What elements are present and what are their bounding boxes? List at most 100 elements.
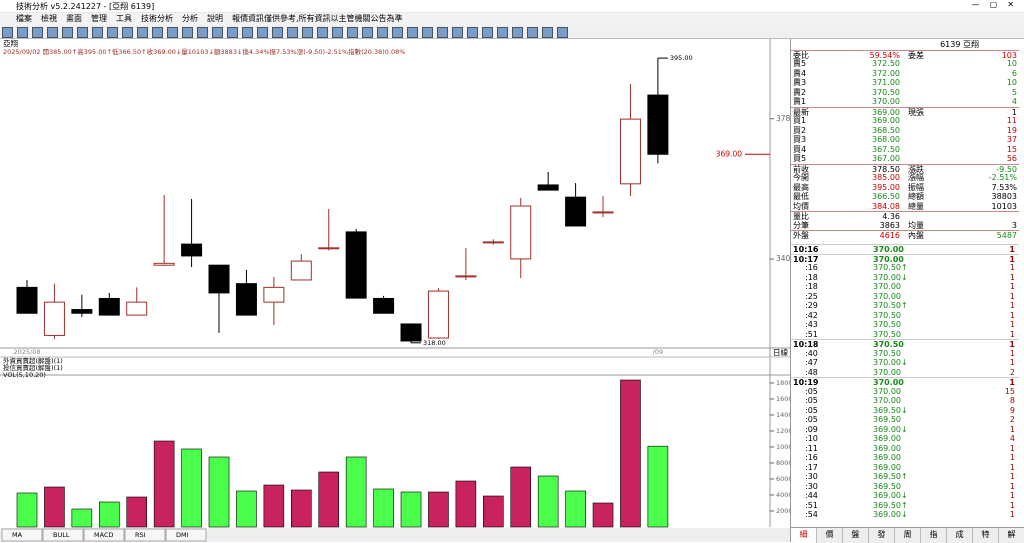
tool-button[interactable] xyxy=(512,27,523,38)
tab[interactable] xyxy=(1,528,43,542)
tool-button[interactable] xyxy=(557,27,568,38)
tool-button[interactable] xyxy=(542,27,553,38)
volume-bar xyxy=(71,508,93,528)
window-controls[interactable]: — ▢ ✕ xyxy=(971,0,1014,9)
tick-price: 369.00↓ xyxy=(873,424,908,434)
tool-button[interactable] xyxy=(242,27,253,38)
tool-button[interactable] xyxy=(377,27,388,38)
tick-time: :18 xyxy=(805,282,818,291)
candle-body xyxy=(427,290,449,339)
tool-button[interactable] xyxy=(467,27,478,38)
tick-time: 10:17 xyxy=(793,254,819,264)
side-tab[interactable]: 細 xyxy=(791,528,817,543)
tool-button[interactable] xyxy=(452,27,463,38)
menu-item[interactable]: 說明 xyxy=(207,14,223,23)
menu-item[interactable]: 工具 xyxy=(116,14,132,23)
quote-label: 買1 xyxy=(793,116,807,125)
tick-price: 369.00↓ xyxy=(873,491,908,500)
tool-button[interactable] xyxy=(422,27,433,38)
side-tab[interactable]: 成 xyxy=(947,528,973,543)
tool-button[interactable] xyxy=(167,27,178,38)
tool-button[interactable] xyxy=(482,27,493,38)
tool-button[interactable] xyxy=(62,27,73,38)
menu-item[interactable]: 管理 xyxy=(91,14,107,23)
quote-label: 漲跌 xyxy=(908,164,924,174)
side-tab[interactable]: 盤 xyxy=(843,528,869,543)
quote-title: 6139 亞翔 xyxy=(940,40,979,49)
tool-button[interactable] xyxy=(47,27,58,38)
quote-row: 最低 366.50 總額 38803 xyxy=(791,192,1019,202)
tool-button[interactable] xyxy=(287,27,298,38)
tool-button[interactable] xyxy=(407,27,418,38)
tick-price: 369.00 xyxy=(873,453,901,462)
tick-volume: 1 xyxy=(1009,424,1015,434)
side-tab[interactable]: 周 xyxy=(895,528,921,543)
menu-bar: 檔案 檢視 畫面 管理 工具 技術分析 分析 說明 報價資訊僅供參考,所有資訊以主管機關公告為準 xyxy=(0,13,1024,25)
quote-value: 369.00 xyxy=(872,116,900,125)
toolbar xyxy=(0,25,1024,39)
tool-button[interactable] xyxy=(332,27,343,38)
quote-value: -9.50 xyxy=(996,164,1017,174)
tool-button[interactable] xyxy=(347,27,358,38)
tick-row: :09 369.00↓ 1 xyxy=(791,425,1019,435)
menu-item[interactable]: 檔案 xyxy=(16,14,32,23)
volume-bar xyxy=(318,471,340,528)
menu-item[interactable]: 畫面 xyxy=(66,14,82,23)
quote-value: 5 xyxy=(1011,87,1017,97)
tool-button[interactable] xyxy=(437,27,448,38)
tick-time: :44 xyxy=(805,491,818,500)
tool-button[interactable] xyxy=(272,27,283,38)
tab[interactable] xyxy=(42,528,84,542)
tab[interactable] xyxy=(83,528,125,542)
volume-bar xyxy=(592,502,614,528)
tick-row: 10:16 370.00 1 xyxy=(791,244,1019,255)
quote-row: 買1 369.00 11 xyxy=(791,116,1019,126)
tool-button[interactable] xyxy=(212,27,223,38)
tool-button[interactable] xyxy=(2,27,13,38)
tick-price: 369.00 xyxy=(873,462,901,472)
volume-bar xyxy=(16,492,38,528)
tick-price: 370.00 xyxy=(873,367,901,377)
tool-button[interactable] xyxy=(227,27,238,38)
tick-row: :10 369.00 4 xyxy=(791,434,1019,444)
menu-item[interactable]: 分析 xyxy=(182,14,198,23)
tick-price: 370.00 xyxy=(873,386,901,396)
candle-body xyxy=(208,264,230,294)
tool-button[interactable] xyxy=(527,27,538,38)
tick-volume: 1 xyxy=(1009,254,1015,264)
tool-button[interactable] xyxy=(197,27,208,38)
side-tab[interactable]: 指 xyxy=(921,528,947,543)
tool-button[interactable] xyxy=(392,27,403,38)
quote-header: 6139 亞翔 xyxy=(791,40,1019,50)
volume-bar xyxy=(126,496,148,528)
candle-body xyxy=(43,301,65,336)
tool-button[interactable] xyxy=(92,27,103,38)
tick-row: :11 369.00 1 xyxy=(791,444,1019,454)
tool-button[interactable] xyxy=(107,27,118,38)
tool-button[interactable] xyxy=(137,27,148,38)
chart-subtitle: 2025/09/02 開385.00↑高395.00↑低366.50↑收369.… xyxy=(3,47,405,56)
menu-item[interactable]: 檢視 xyxy=(41,14,57,23)
side-tab[interactable]: 解 xyxy=(999,528,1024,543)
tool-button[interactable] xyxy=(152,27,163,38)
tool-button[interactable] xyxy=(302,27,313,38)
side-tab[interactable]: 特 xyxy=(973,528,999,543)
side-tab[interactable]: 價 xyxy=(817,528,843,543)
tool-button[interactable] xyxy=(182,27,193,38)
tick-time: 10:16 xyxy=(793,245,819,254)
quote-label: 委差 xyxy=(908,50,924,60)
tool-button[interactable] xyxy=(317,27,328,38)
quote-row: 賣2 370.50 5 xyxy=(791,88,1019,98)
tool-button[interactable] xyxy=(257,27,268,38)
tool-button[interactable] xyxy=(122,27,133,38)
tool-button[interactable] xyxy=(32,27,43,38)
tab[interactable] xyxy=(165,528,207,542)
tab[interactable] xyxy=(124,528,166,542)
tool-button[interactable] xyxy=(77,27,88,38)
tool-button[interactable] xyxy=(497,27,508,38)
side-tab[interactable]: 發 xyxy=(869,528,895,543)
tool-button[interactable] xyxy=(362,27,373,38)
volume-bar xyxy=(510,466,532,528)
menu-item[interactable]: 技術分析 xyxy=(141,14,173,23)
tool-button[interactable] xyxy=(17,27,28,38)
